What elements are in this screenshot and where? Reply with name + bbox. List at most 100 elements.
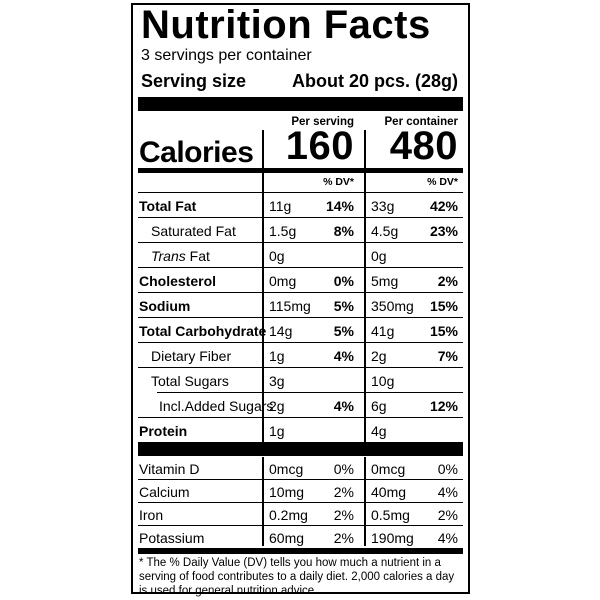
serving-amount: 60mg [269, 530, 305, 546]
nutrient-name-saturated-fat: Saturated Fat [151, 223, 236, 239]
row-divider [138, 217, 463, 218]
vitamin-name-potassium: Potassium [139, 530, 205, 546]
nutrient-name-sodium: Sodium [139, 298, 191, 314]
thick-divider [138, 97, 463, 111]
serving-amount: 1g [269, 423, 285, 439]
container-amount: 41g [371, 323, 395, 339]
calories-per-container: 480 [389, 124, 458, 168]
serving-amount: 2g [269, 398, 285, 414]
row-divider [138, 525, 463, 526]
container-amount: 40mg [371, 484, 407, 500]
row-divider [157, 392, 463, 393]
column-divider [262, 457, 264, 546]
row-divider [138, 502, 463, 503]
row-divider [138, 267, 463, 268]
container-amount: 4g [371, 423, 387, 439]
container-dv: 42% [429, 198, 458, 214]
container-amount: 33g [371, 198, 395, 214]
row-divider [138, 192, 463, 193]
nutrient-name-total-carbohydrate: Total Carbohydrate [139, 323, 267, 339]
serving-amount: 0mcg [269, 461, 304, 477]
serving-dv: 5% [333, 323, 354, 339]
col-header-per-serving: Per serving [291, 116, 354, 128]
calories-label: Calories [139, 136, 254, 169]
serving-amount: 11g [269, 198, 292, 214]
serving-dv: 8% [333, 223, 354, 239]
nutrient-name-protein: Protein [139, 423, 188, 439]
container-amount: 5mg [371, 273, 399, 289]
serving-size-value: About 20 pcs. (28g) [291, 71, 458, 91]
dv-header-serving: % DV* [323, 176, 354, 188]
container-dv: 0% [437, 461, 458, 477]
vitamin-name-iron: Iron [139, 507, 164, 523]
serving-dv: 14% [325, 198, 354, 214]
container-amount: 2g [371, 348, 387, 364]
footnote: * The % Daily Value (DV) tells you how m… [139, 557, 455, 597]
container-amount: 190mg [371, 530, 414, 546]
serving-amount: 10mg [269, 484, 305, 500]
serving-dv: 2% [333, 507, 354, 523]
nutrient-name-cholesterol: Cholesterol [139, 273, 217, 289]
container-amount: 0mcg [371, 461, 406, 477]
serving-amount: 0g [269, 248, 285, 264]
nutrient-name-total-sugars: Total Sugars [151, 373, 229, 389]
serving-amount: 0mg [269, 273, 297, 289]
serving-amount: 14g [269, 323, 293, 339]
container-dv: 12% [429, 398, 458, 414]
container-amount: 0.5mg [371, 507, 410, 523]
trans-fat-rest: Fat [185, 248, 210, 264]
dv-header-container: % DV* [427, 176, 458, 188]
vitamin-name-vitamin-d: Vitamin D [139, 461, 200, 477]
container-dv: 4% [437, 530, 458, 546]
servings-per-container: 3 servings per container [141, 47, 312, 64]
serving-amount: 0.2mg [269, 507, 308, 523]
row-divider [138, 367, 463, 368]
vitamin-name-calcium: Calcium [139, 484, 190, 500]
serving-size-label: Serving size [141, 71, 247, 91]
container-dv: 4% [437, 484, 458, 500]
container-dv: 23% [429, 223, 458, 239]
container-dv: 7% [437, 348, 458, 364]
serving-amount: 1g [269, 348, 285, 364]
container-dv: 15% [429, 323, 458, 339]
serving-amount: 115mg [269, 298, 311, 314]
serving-amount: 3g [269, 373, 285, 389]
nutrition-facts-label: Nutrition Facts 3 servings per container… [131, 3, 470, 597]
serving-dv: 4% [333, 348, 354, 364]
nutrient-name-total-fat: Total Fat [139, 198, 197, 214]
column-divider [364, 457, 366, 546]
container-dv: 2% [437, 273, 458, 289]
column-divider [364, 130, 366, 447]
col-header-per-container: Per container [384, 116, 459, 128]
trans-italic: Trans [151, 248, 186, 264]
row-divider [138, 317, 463, 318]
container-amount: 6g [371, 398, 387, 414]
nutrient-name-added-sugars: Incl.Added Sugars [159, 398, 274, 414]
row-divider [138, 242, 463, 243]
calories-per-serving: 160 [285, 124, 354, 168]
serving-dv: 2% [333, 484, 354, 500]
container-amount: 4.5g [371, 223, 399, 239]
serving-amount: 1.5g [269, 223, 297, 239]
row-divider [138, 292, 463, 293]
medium-divider [138, 548, 463, 554]
medium-divider [138, 168, 463, 173]
row-divider [138, 417, 463, 418]
serving-dv: 0% [333, 461, 354, 477]
column-divider [262, 130, 264, 447]
container-amount: 350mg [371, 298, 414, 314]
row-divider [138, 479, 463, 480]
container-amount: 0g [371, 248, 387, 264]
label-title: Nutrition Facts [141, 3, 431, 47]
container-dv: 2% [437, 507, 458, 523]
serving-dv: 5% [333, 298, 354, 314]
container-dv: 15% [429, 298, 458, 314]
nutrient-name-dietary-fiber: Dietary Fiber [151, 348, 232, 364]
nutrient-name-trans-fat: Trans Fat [151, 248, 210, 264]
serving-dv: 0% [333, 273, 354, 289]
row-divider [138, 342, 463, 343]
thick-divider [138, 442, 463, 456]
container-amount: 10g [371, 373, 395, 389]
serving-dv: 4% [333, 398, 354, 414]
serving-dv: 2% [333, 530, 354, 546]
